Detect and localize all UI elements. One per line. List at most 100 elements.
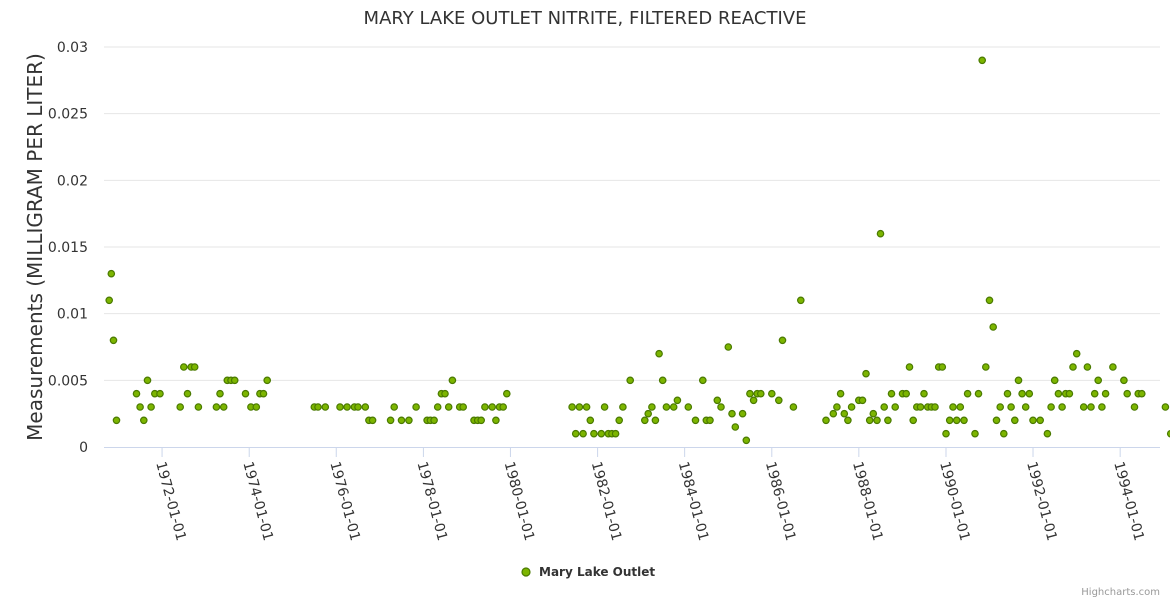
data-point[interactable] bbox=[960, 416, 968, 425]
data-point[interactable] bbox=[1047, 403, 1055, 411]
data-point[interactable] bbox=[586, 416, 595, 425]
data-point[interactable] bbox=[1161, 403, 1170, 411]
data-point[interactable] bbox=[597, 429, 606, 438]
data-point[interactable] bbox=[1025, 389, 1034, 398]
data-point[interactable] bbox=[143, 376, 152, 385]
data-point[interactable] bbox=[847, 403, 856, 411]
data-point[interactable] bbox=[1083, 363, 1092, 371]
data-point[interactable] bbox=[749, 396, 758, 405]
data-point[interactable] bbox=[945, 416, 954, 425]
data-point[interactable] bbox=[361, 403, 370, 411]
data-point[interactable] bbox=[891, 403, 900, 411]
data-point[interactable] bbox=[1054, 389, 1063, 398]
credits-link[interactable]: Highcharts.com bbox=[1081, 587, 1160, 598]
data-point[interactable] bbox=[669, 403, 678, 411]
data-point[interactable] bbox=[713, 396, 722, 405]
data-point[interactable] bbox=[156, 389, 164, 398]
data-point[interactable] bbox=[909, 416, 918, 425]
data-point[interactable] bbox=[107, 269, 116, 278]
data-point[interactable] bbox=[717, 403, 725, 411]
data-point[interactable] bbox=[568, 403, 576, 411]
data-point[interactable] bbox=[615, 416, 624, 425]
data-point[interactable] bbox=[1072, 349, 1081, 358]
data-point[interactable] bbox=[441, 389, 449, 398]
data-point[interactable] bbox=[433, 403, 442, 411]
data-point[interactable] bbox=[992, 416, 1001, 425]
data-point[interactable] bbox=[626, 376, 635, 385]
data-point[interactable] bbox=[448, 376, 457, 385]
data-point[interactable] bbox=[1079, 403, 1088, 411]
data-point[interactable] bbox=[314, 403, 322, 411]
data-point[interactable] bbox=[180, 363, 188, 371]
data-point[interactable] bbox=[336, 403, 344, 411]
data-point[interactable] bbox=[190, 363, 199, 371]
data-point[interactable] bbox=[412, 403, 420, 411]
data-point[interactable] bbox=[390, 403, 399, 411]
data-point[interactable] bbox=[974, 389, 983, 398]
data-point[interactable] bbox=[1014, 376, 1023, 385]
data-point[interactable] bbox=[241, 389, 250, 398]
data-point[interactable] bbox=[499, 403, 508, 411]
data-point[interactable] bbox=[1065, 389, 1074, 398]
data-point[interactable] bbox=[833, 403, 841, 411]
data-point[interactable] bbox=[728, 409, 736, 418]
data-point[interactable] bbox=[774, 396, 783, 405]
data-point[interactable] bbox=[579, 429, 587, 438]
data-point[interactable] bbox=[1098, 403, 1106, 411]
data-point[interactable] bbox=[105, 296, 114, 305]
data-point[interactable] bbox=[430, 416, 438, 425]
data-point[interactable] bbox=[658, 376, 667, 385]
data-point[interactable] bbox=[869, 409, 878, 418]
data-point[interactable] bbox=[724, 343, 733, 351]
data-point[interactable] bbox=[655, 349, 663, 358]
data-point[interactable] bbox=[796, 296, 805, 305]
data-point[interactable] bbox=[884, 416, 892, 425]
data-point[interactable] bbox=[147, 403, 155, 411]
data-point[interactable] bbox=[844, 416, 852, 425]
data-point[interactable] bbox=[865, 416, 874, 425]
data-point[interactable] bbox=[459, 403, 468, 411]
data-point[interactable] bbox=[619, 403, 627, 411]
data-point[interactable] bbox=[742, 436, 751, 445]
data-point[interactable] bbox=[938, 363, 947, 371]
data-point[interactable] bbox=[971, 429, 979, 438]
legend[interactable]: Mary Lake Outlet bbox=[521, 565, 655, 579]
data-point[interactable] bbox=[571, 429, 580, 438]
data-point[interactable] bbox=[368, 416, 377, 425]
data-point[interactable] bbox=[477, 416, 486, 425]
data-point[interactable] bbox=[611, 429, 620, 438]
data-point[interactable] bbox=[582, 403, 591, 411]
data-point[interactable] bbox=[321, 403, 330, 411]
data-point[interactable] bbox=[706, 416, 714, 425]
data-point[interactable] bbox=[956, 403, 965, 411]
data-point[interactable] bbox=[109, 336, 118, 345]
data-point[interactable] bbox=[230, 376, 239, 385]
data-point[interactable] bbox=[343, 403, 351, 411]
legend-label[interactable]: Mary Lake Outlet bbox=[539, 565, 655, 579]
data-point[interactable] bbox=[949, 403, 957, 411]
data-point[interactable] bbox=[1094, 376, 1103, 385]
data-point[interactable] bbox=[767, 389, 776, 398]
data-point[interactable] bbox=[698, 376, 707, 385]
data-point[interactable] bbox=[112, 416, 121, 425]
data-point[interactable] bbox=[746, 389, 754, 398]
data-point[interactable] bbox=[920, 389, 928, 398]
data-point[interactable] bbox=[778, 336, 787, 345]
data-point[interactable] bbox=[651, 416, 660, 425]
data-point[interactable] bbox=[132, 389, 141, 398]
data-point[interactable] bbox=[1029, 416, 1037, 425]
data-point[interactable] bbox=[673, 396, 682, 405]
data-point[interactable] bbox=[492, 416, 500, 425]
data-point[interactable] bbox=[1120, 376, 1128, 385]
data-point[interactable] bbox=[140, 416, 148, 425]
data-point[interactable] bbox=[840, 409, 849, 418]
data-point[interactable] bbox=[931, 403, 939, 411]
data-point[interactable] bbox=[1087, 403, 1095, 411]
data-point[interactable] bbox=[252, 403, 261, 411]
data-point[interactable] bbox=[502, 389, 511, 398]
data-point[interactable] bbox=[858, 396, 867, 405]
data-point[interactable] bbox=[1101, 389, 1110, 398]
data-point[interactable] bbox=[1123, 389, 1132, 398]
data-point[interactable] bbox=[354, 403, 362, 411]
data-point[interactable] bbox=[662, 403, 671, 411]
